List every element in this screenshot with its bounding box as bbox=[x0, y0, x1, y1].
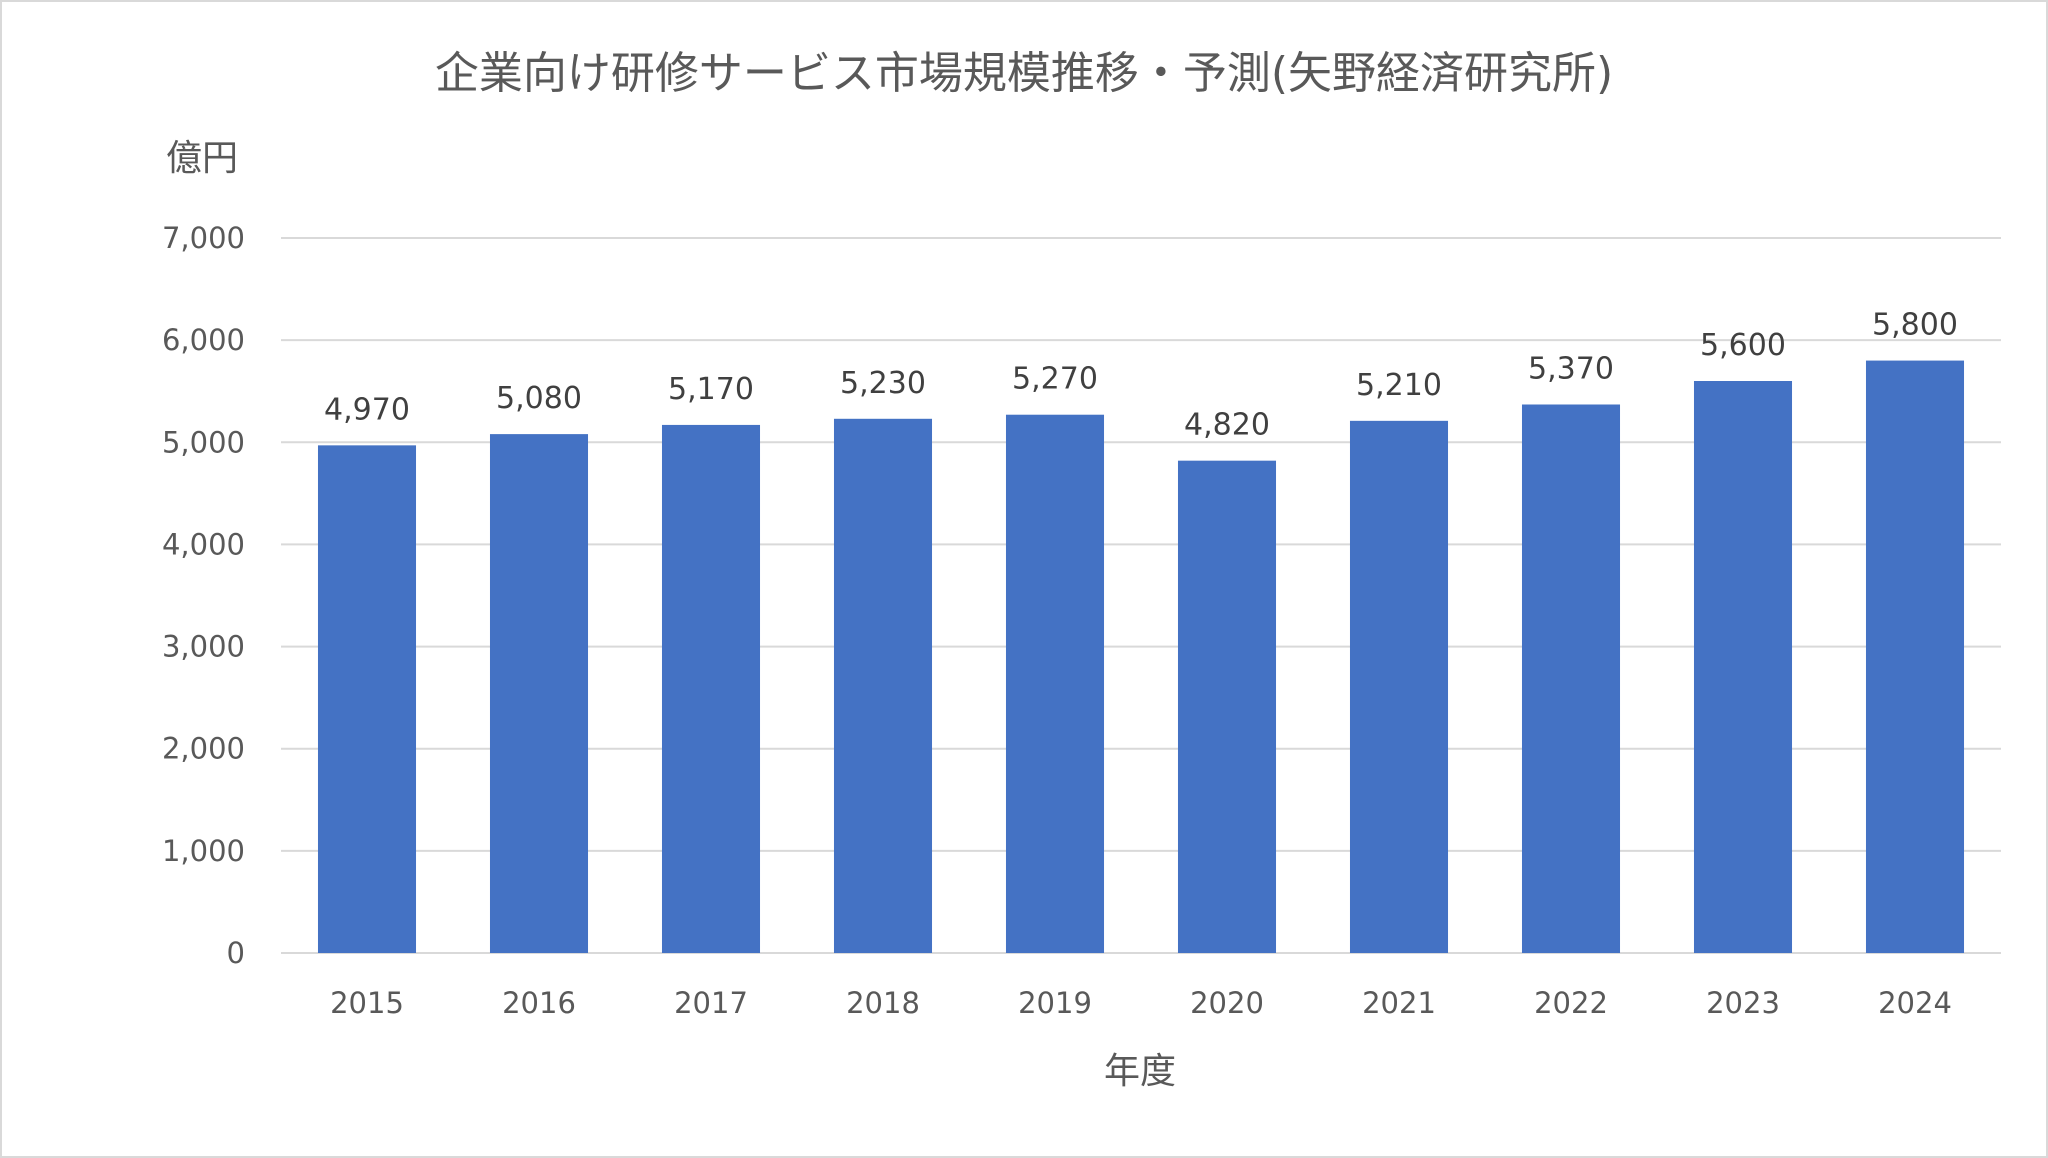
bar-2017 bbox=[661, 424, 761, 954]
data-label: 4,970 bbox=[324, 392, 410, 427]
x-tick-label: 2024 bbox=[1878, 986, 1952, 1020]
y-tick-label: 3,000 bbox=[162, 630, 245, 664]
x-tick-label: 2015 bbox=[330, 986, 404, 1020]
y-tick-label: 7,000 bbox=[162, 221, 245, 255]
bar-2020 bbox=[1177, 460, 1277, 953]
bar-2016 bbox=[489, 434, 589, 954]
x-tick-label: 2023 bbox=[1706, 986, 1780, 1020]
x-tick-label: 2019 bbox=[1018, 986, 1092, 1020]
data-label: 5,080 bbox=[496, 381, 582, 416]
x-tick-label: 2021 bbox=[1362, 986, 1436, 1020]
data-label: 5,370 bbox=[1528, 351, 1614, 386]
data-label: 5,800 bbox=[1872, 308, 1958, 343]
y-tick-label: 4,000 bbox=[162, 527, 245, 561]
data-label: 5,270 bbox=[1012, 362, 1098, 397]
y-tick-label: 0 bbox=[227, 936, 245, 970]
y-tick-label: 5,000 bbox=[162, 425, 245, 459]
bar-2019 bbox=[1005, 414, 1105, 953]
bar-2024 bbox=[1865, 360, 1965, 954]
x-tick-label: 2017 bbox=[674, 986, 748, 1020]
data-label: 5,210 bbox=[1356, 368, 1442, 403]
bar-2022 bbox=[1521, 404, 1621, 953]
data-label: 5,170 bbox=[668, 372, 754, 407]
bar-2021 bbox=[1349, 420, 1449, 954]
bar-2023 bbox=[1693, 381, 1793, 953]
x-axis-title: 年度 bbox=[1104, 1051, 1176, 1092]
x-tick-label: 2020 bbox=[1190, 986, 1264, 1020]
chart-title: 企業向け研修サービス市場規模推移・予測(矢野経済研究所) bbox=[435, 48, 1613, 99]
y-tick-label: 2,000 bbox=[162, 732, 245, 766]
bar-2015 bbox=[317, 445, 417, 953]
x-tick-label: 2018 bbox=[846, 986, 920, 1020]
y-tick-label: 1,000 bbox=[162, 834, 245, 868]
x-tick-label: 2016 bbox=[502, 986, 576, 1020]
y-tick-label: 6,000 bbox=[162, 323, 245, 357]
y-axis-title: 億円 bbox=[166, 138, 238, 179]
data-label: 5,230 bbox=[840, 366, 926, 401]
data-label: 4,820 bbox=[1184, 408, 1270, 443]
data-label: 5,600 bbox=[1700, 328, 1786, 363]
bar-2018 bbox=[833, 418, 933, 953]
x-tick-label: 2022 bbox=[1534, 986, 1608, 1020]
